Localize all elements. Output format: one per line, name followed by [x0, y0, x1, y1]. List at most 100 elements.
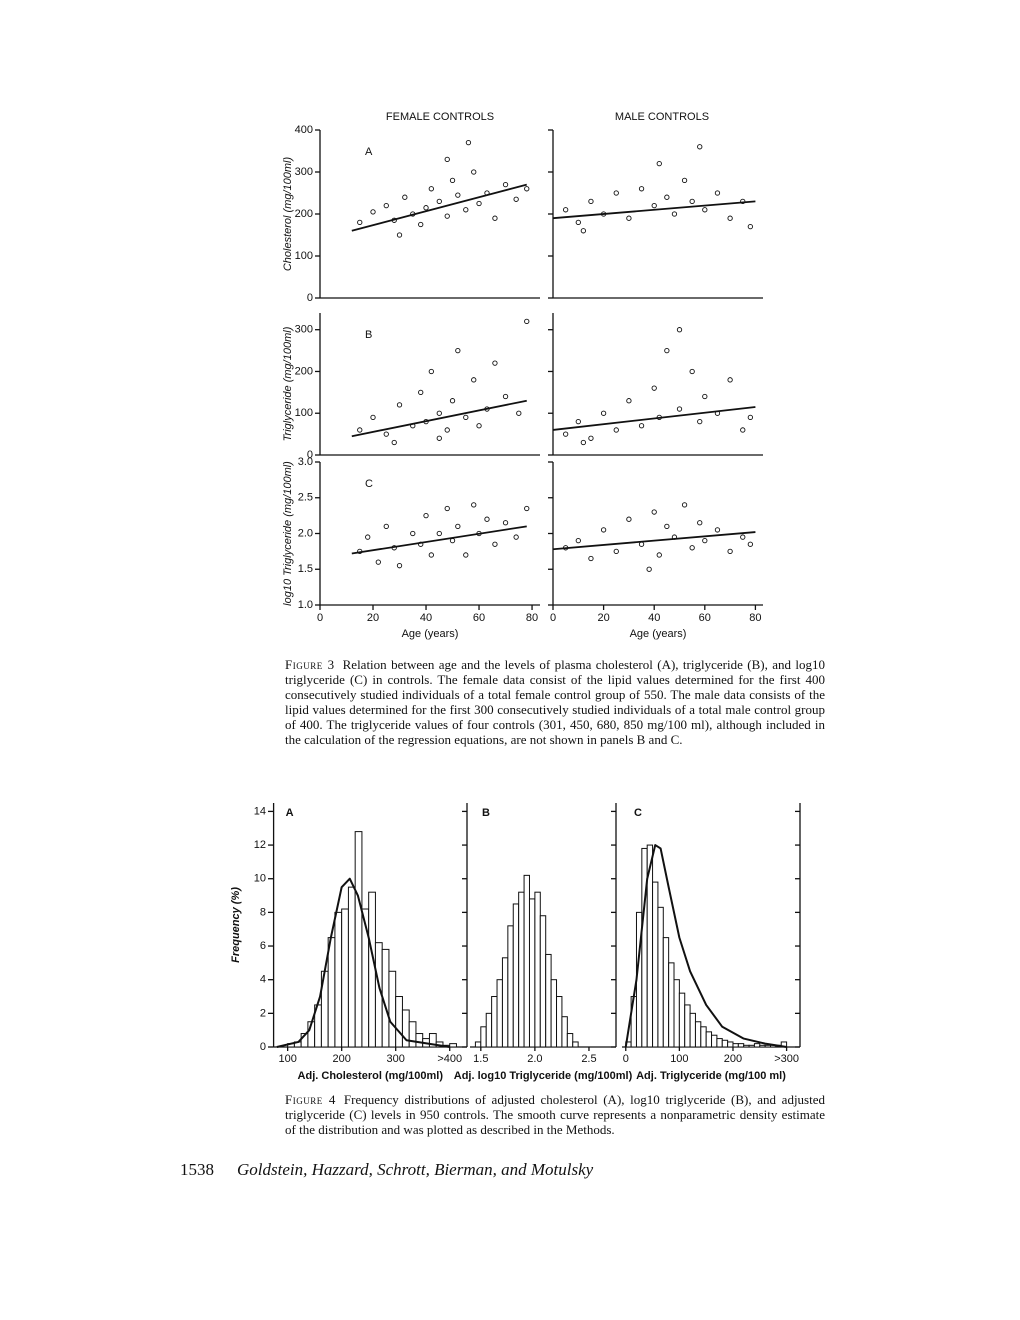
scatter-point: [513, 196, 519, 202]
scatter-point: [563, 431, 569, 437]
x-axis-label: Age (years): [402, 628, 459, 640]
scatter-point: [502, 520, 509, 526]
scatter-point: [463, 552, 469, 558]
scatter-point: [455, 523, 461, 529]
histogram-bar: [501, 957, 509, 1048]
histogram-bar: [518, 891, 525, 1048]
panel-label: B: [482, 807, 490, 819]
scatter-point: [689, 368, 695, 375]
scatter-point: [575, 219, 581, 226]
histogram-bar: [534, 891, 541, 1048]
histogram-bar: [694, 1021, 702, 1048]
y-tick-label: 4: [260, 974, 266, 986]
y-tick-label: 1.0: [298, 599, 313, 611]
regression-line: [351, 525, 527, 555]
caption-label: Figure 4: [285, 1092, 336, 1107]
scatter-point: [689, 545, 695, 551]
histogram-bar: [354, 831, 363, 1048]
scatter-point: [613, 548, 619, 555]
histogram-bar: [673, 979, 680, 1048]
scatter-point: [455, 347, 461, 354]
scatter-point: [588, 435, 594, 441]
x-tick-label: 0: [623, 1053, 629, 1065]
histogram-bar: [732, 1043, 739, 1048]
scatter-point: [449, 538, 456, 544]
x-tick-label: 40: [648, 612, 660, 624]
y-tick-label: 2.5: [298, 492, 313, 504]
scatter-point: [588, 198, 594, 205]
scatter-point: [676, 327, 683, 333]
histogram-bar: [572, 1041, 579, 1048]
density-curve: [624, 844, 787, 1048]
scatter-point: [484, 516, 490, 522]
scatter-point: [383, 202, 389, 209]
scatter-point: [370, 209, 376, 215]
scatter-point: [436, 435, 442, 441]
y-tick-label: 100: [295, 407, 313, 419]
y-tick-label: 14: [254, 805, 266, 817]
panel-label: A: [365, 146, 373, 158]
histogram-bar: [705, 1031, 713, 1048]
scatter-point: [396, 232, 403, 238]
scatter-point: [638, 423, 645, 429]
histogram-bar: [743, 1044, 750, 1048]
scatter-point: [689, 198, 695, 205]
scatter-point: [357, 219, 363, 226]
scatter-point: [651, 202, 657, 209]
scatter-point: [524, 318, 530, 325]
histogram-bar: [347, 886, 356, 1048]
scatter-point: [727, 215, 733, 221]
scatter-point: [575, 538, 581, 544]
y-tick-label: 3.0: [298, 456, 313, 468]
scatter-point: [524, 186, 530, 192]
scatter-point: [502, 181, 509, 188]
scatter-point: [396, 402, 403, 408]
histogram-bar: [496, 979, 503, 1048]
histogram-bar: [721, 1039, 729, 1048]
scatter-point: [516, 410, 522, 416]
authors: Goldstein, Hazzard, Schrott, Bierman, an…: [237, 1160, 594, 1179]
scatter-point: [471, 169, 477, 175]
histogram-bar: [753, 1043, 761, 1048]
scatter-point: [681, 177, 688, 184]
scatter-point: [436, 410, 442, 416]
scatter-point: [613, 427, 619, 433]
y-tick-label: 0: [307, 449, 313, 461]
histogram-bar: [764, 1044, 772, 1048]
scatter-point: [476, 423, 482, 429]
scatter-point: [370, 414, 376, 421]
caption-text: Relation between age and the levels of p…: [285, 657, 825, 747]
histogram-bar: [737, 1043, 745, 1048]
histogram-bar: [528, 898, 536, 1048]
scatter-point: [492, 360, 498, 366]
y-tick-label: 300: [295, 166, 313, 178]
histogram-bar: [539, 915, 547, 1048]
scatter-point: [463, 414, 469, 421]
histogram-bar: [395, 996, 403, 1048]
scatter-point: [727, 377, 733, 383]
histogram-bar: [566, 1033, 574, 1048]
histogram-bar: [523, 874, 530, 1048]
scatter-point: [702, 538, 708, 544]
scatter-point: [444, 213, 450, 219]
histogram-bar: [545, 953, 552, 1048]
y-tick-label: 400: [295, 124, 313, 136]
scatter-point: [423, 205, 429, 211]
histogram-bar: [474, 1041, 482, 1048]
page-number: 1538: [180, 1160, 214, 1179]
regression-line: [351, 399, 527, 438]
scatter-point: [626, 516, 632, 522]
y-tick-label: 2.0: [298, 527, 313, 539]
histogram-bar: [716, 1038, 723, 1048]
histogram-bar: [507, 925, 514, 1048]
scatter-point: [626, 215, 632, 221]
panel-label: C: [634, 807, 642, 819]
x-axis-label: Adj. Triglyceride (mg/100 ml): [636, 1070, 786, 1082]
histogram-bar: [657, 906, 664, 1048]
scatter-point: [697, 144, 703, 150]
scatter-point: [626, 398, 632, 404]
x-tick-label: 80: [749, 612, 761, 624]
scatter-point: [418, 389, 424, 396]
scatter-point: [492, 541, 498, 547]
